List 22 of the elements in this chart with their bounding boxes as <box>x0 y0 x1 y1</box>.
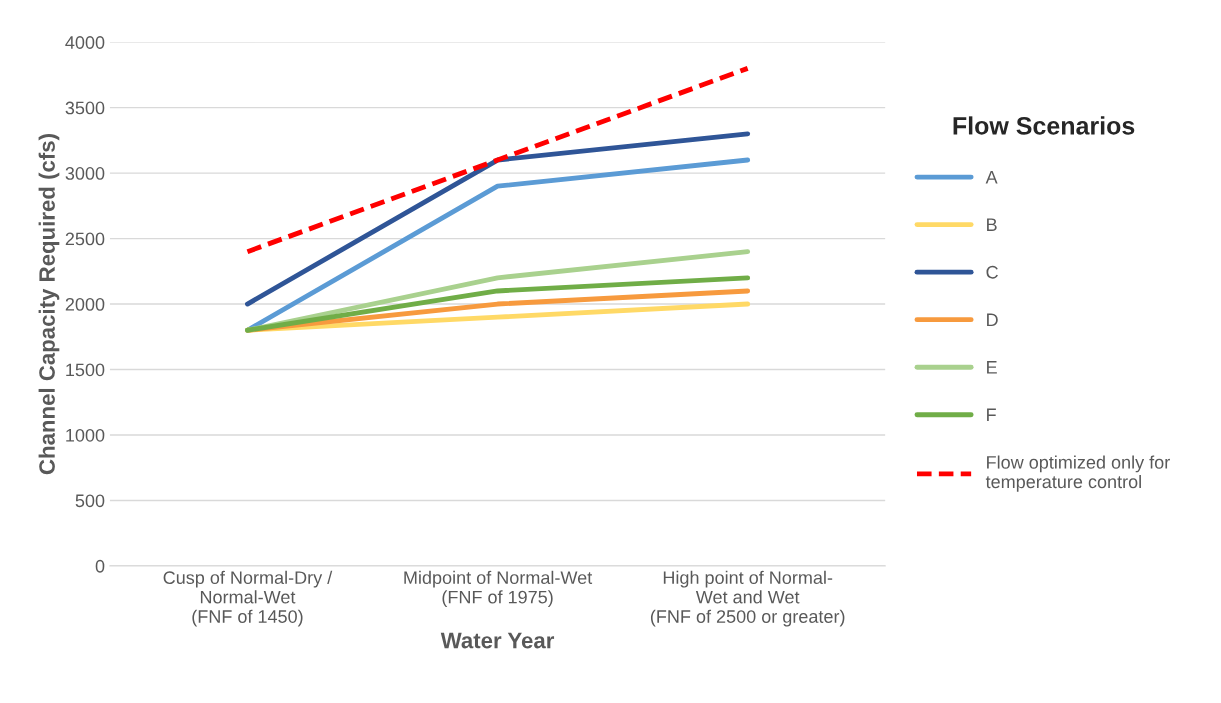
y-tick-label: 0 <box>95 559 105 573</box>
x-tick-label: Midpoint of Normal-Wet (FNF of 1975) <box>404 570 593 608</box>
legend-label: A <box>985 170 998 184</box>
x-tick-label: High point of Normal- Wet and Wet (FNF of 2500 or greater) <box>650 570 845 627</box>
x-axis-title: Water Year <box>440 632 555 649</box>
legend-label: Flow optimized only for temperature control <box>985 455 1170 492</box>
y-tick-label: 4000 <box>65 36 105 49</box>
legend-label: F <box>987 408 996 422</box>
y-tick-label: 1500 <box>66 363 105 377</box>
y-tick-label: 2500 <box>65 232 105 246</box>
y-tick-label: 500 <box>75 494 105 508</box>
y-tick-label: 3000 <box>65 167 105 180</box>
legend-label: B <box>987 218 997 231</box>
legend-title: Flow Scenarios <box>953 116 1135 135</box>
y-tick-label: 2000 <box>65 297 105 311</box>
legend-label: C <box>986 265 998 279</box>
legend-label: D <box>987 313 998 326</box>
y-tick-label: 1000 <box>66 428 105 442</box>
y-axis-title: Channel Capacity Required (cfs) <box>38 134 60 475</box>
legend-label: E <box>987 361 997 374</box>
x-tick-label: Cusp of Normal-Dry / Normal-Wet (FNF of 1450) <box>163 570 333 627</box>
y-tick-label: 3500 <box>65 101 105 115</box>
